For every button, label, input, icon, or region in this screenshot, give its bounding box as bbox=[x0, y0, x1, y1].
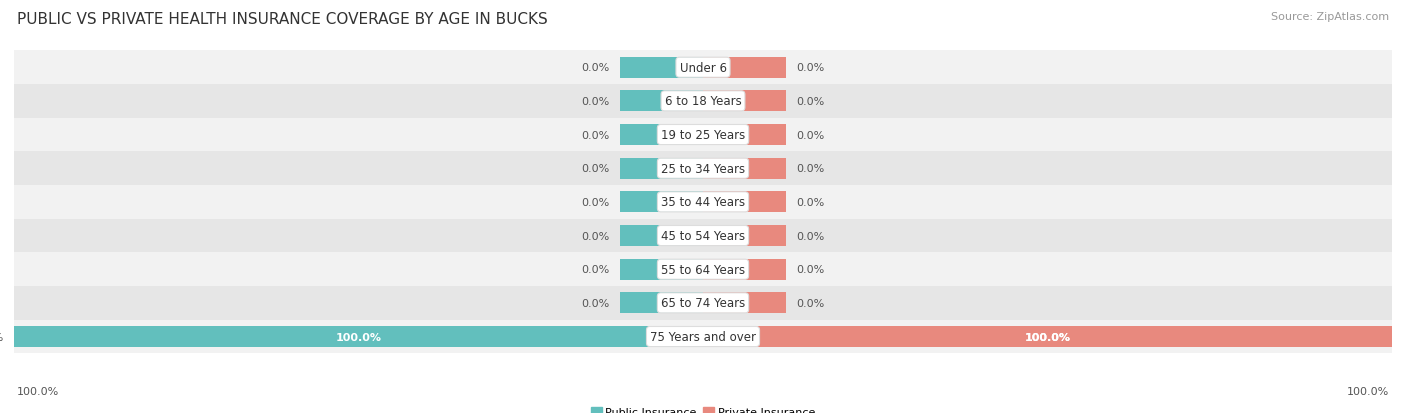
Text: 0.0%: 0.0% bbox=[796, 63, 824, 73]
Bar bbox=[620, 58, 703, 78]
Text: 0.0%: 0.0% bbox=[796, 97, 824, 107]
Bar bbox=[703, 326, 1392, 347]
Text: 0.0%: 0.0% bbox=[796, 164, 824, 174]
Bar bbox=[14, 119, 1392, 152]
Text: 65 to 74 Years: 65 to 74 Years bbox=[661, 297, 745, 310]
Text: 100.0%: 100.0% bbox=[1025, 332, 1070, 342]
Bar bbox=[703, 158, 786, 179]
Text: 0.0%: 0.0% bbox=[582, 197, 610, 207]
Bar bbox=[14, 253, 1392, 286]
Bar bbox=[703, 125, 786, 146]
Text: 0.0%: 0.0% bbox=[796, 265, 824, 275]
Bar bbox=[703, 293, 786, 313]
Text: 45 to 54 Years: 45 to 54 Years bbox=[661, 230, 745, 242]
Text: 0.0%: 0.0% bbox=[796, 130, 824, 140]
Bar bbox=[620, 293, 703, 313]
Text: 100.0%: 100.0% bbox=[1025, 332, 1070, 342]
Text: 0.0%: 0.0% bbox=[796, 298, 824, 308]
Text: 55 to 64 Years: 55 to 64 Years bbox=[661, 263, 745, 276]
Text: PUBLIC VS PRIVATE HEALTH INSURANCE COVERAGE BY AGE IN BUCKS: PUBLIC VS PRIVATE HEALTH INSURANCE COVER… bbox=[17, 12, 547, 27]
Bar bbox=[620, 225, 703, 247]
Text: 75 Years and over: 75 Years and over bbox=[650, 330, 756, 343]
Text: 19 to 25 Years: 19 to 25 Years bbox=[661, 129, 745, 142]
Text: 6 to 18 Years: 6 to 18 Years bbox=[665, 95, 741, 108]
Text: Under 6: Under 6 bbox=[679, 62, 727, 74]
Bar bbox=[14, 326, 703, 347]
Text: Source: ZipAtlas.com: Source: ZipAtlas.com bbox=[1271, 12, 1389, 22]
Text: 100.0%: 100.0% bbox=[1347, 387, 1389, 396]
Text: 0.0%: 0.0% bbox=[582, 63, 610, 73]
Text: 35 to 44 Years: 35 to 44 Years bbox=[661, 196, 745, 209]
Bar bbox=[14, 51, 1392, 85]
Bar bbox=[703, 225, 786, 247]
Bar bbox=[620, 158, 703, 179]
Text: 100.0%: 100.0% bbox=[1402, 332, 1406, 342]
Text: 0.0%: 0.0% bbox=[582, 265, 610, 275]
Legend: Public Insurance, Private Insurance: Public Insurance, Private Insurance bbox=[591, 407, 815, 413]
Bar bbox=[14, 219, 1392, 253]
Text: 0.0%: 0.0% bbox=[582, 130, 610, 140]
Bar bbox=[14, 286, 1392, 320]
Text: 0.0%: 0.0% bbox=[582, 298, 610, 308]
Text: 0.0%: 0.0% bbox=[582, 97, 610, 107]
Bar bbox=[620, 259, 703, 280]
Text: 0.0%: 0.0% bbox=[796, 197, 824, 207]
Bar bbox=[14, 185, 1392, 219]
Bar bbox=[620, 91, 703, 112]
Bar bbox=[703, 259, 786, 280]
Text: 100.0%: 100.0% bbox=[336, 332, 381, 342]
Text: 100.0%: 100.0% bbox=[17, 387, 59, 396]
Text: 25 to 34 Years: 25 to 34 Years bbox=[661, 162, 745, 175]
Bar bbox=[703, 192, 786, 213]
Text: 100.0%: 100.0% bbox=[0, 332, 4, 342]
Bar bbox=[14, 85, 1392, 119]
Bar bbox=[620, 125, 703, 146]
Text: 0.0%: 0.0% bbox=[582, 231, 610, 241]
Bar bbox=[14, 320, 1392, 354]
Bar bbox=[620, 192, 703, 213]
Text: 0.0%: 0.0% bbox=[582, 164, 610, 174]
Text: 0.0%: 0.0% bbox=[796, 231, 824, 241]
Bar bbox=[703, 91, 786, 112]
Bar bbox=[14, 152, 1392, 185]
Bar bbox=[703, 58, 786, 78]
